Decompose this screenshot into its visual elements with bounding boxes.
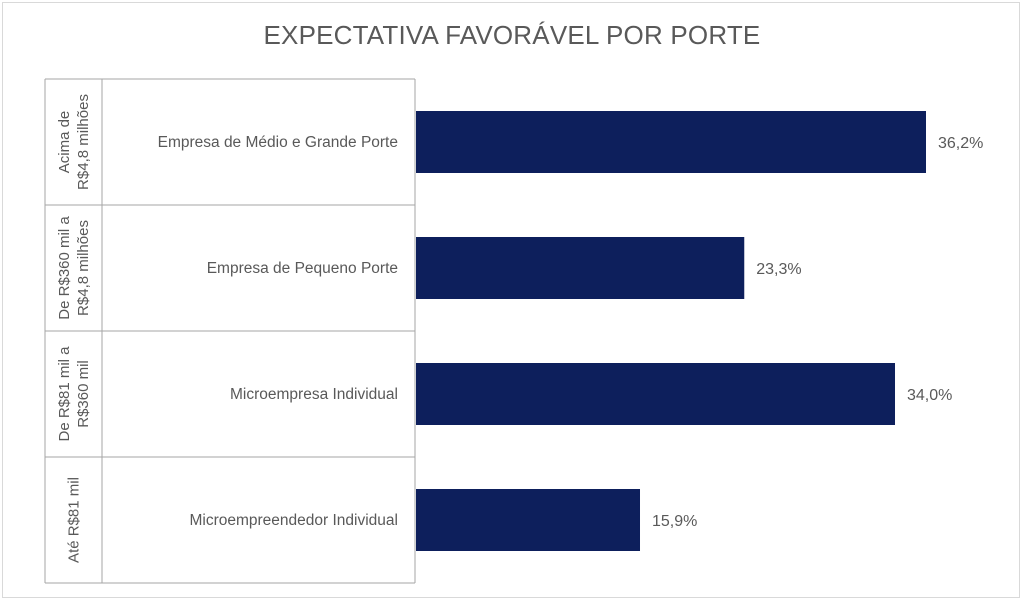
- data-label: 23,3%: [756, 261, 801, 278]
- bar: [416, 237, 745, 299]
- group-label-line: R$360 mil: [75, 360, 92, 428]
- bar: [416, 489, 641, 551]
- group-label-line: R$4,8 milhões: [75, 94, 92, 190]
- chart-title: EXPECTATIVA FAVORÁVEL POR PORTE: [263, 20, 761, 50]
- group-label: De R$360 mil a R$4,8 milhões: [56, 216, 92, 320]
- data-label: 34,0%: [907, 387, 952, 404]
- category-label: Empresa de Pequeno Porte: [207, 260, 398, 277]
- group-label-line: R$4,8 milhões: [75, 220, 92, 316]
- bar: [416, 111, 926, 173]
- category-label: Empresa de Médio e Grande Porte: [158, 134, 398, 151]
- bar: [416, 363, 896, 425]
- group-label-line: De R$81 mil a: [56, 346, 73, 442]
- group-label: Até R$81 mil: [66, 477, 83, 563]
- group-label: De R$81 mil a R$360 mil: [56, 346, 92, 442]
- group-label-line: De R$360 mil a: [56, 216, 73, 320]
- category-label: Microempreendedor Individual: [189, 512, 398, 529]
- data-label: 36,2%: [938, 135, 983, 152]
- group-label-line: Até R$81 mil: [66, 477, 83, 563]
- group-label-line: Acima de: [56, 111, 73, 174]
- category-label: Microempresa Individual: [230, 386, 398, 403]
- group-label: Acima de R$4,8 milhões: [56, 94, 92, 190]
- data-label: 15,9%: [652, 513, 697, 530]
